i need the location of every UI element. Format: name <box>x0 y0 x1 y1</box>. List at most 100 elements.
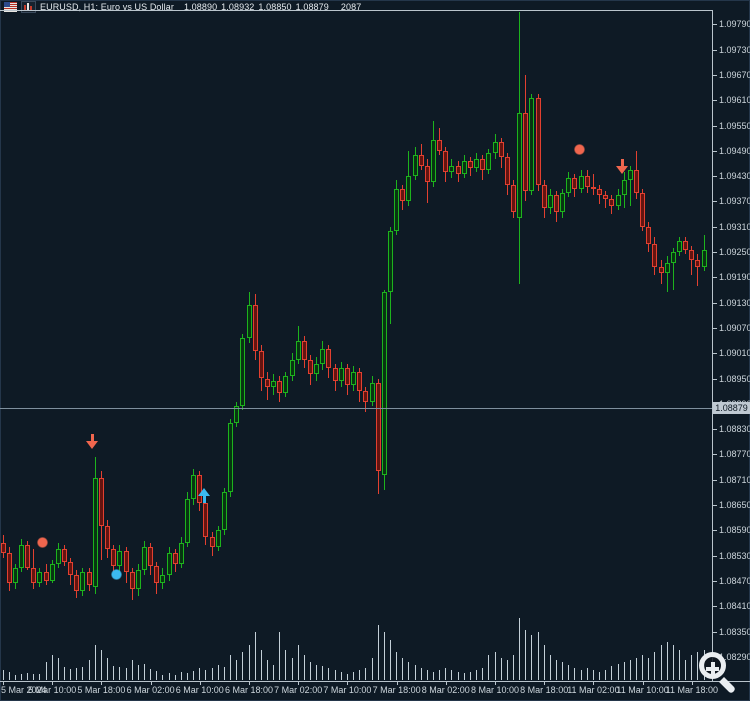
volume-bar <box>469 672 471 680</box>
time-tick <box>642 682 644 685</box>
candle-body <box>535 98 541 185</box>
candle-body <box>584 176 590 187</box>
price-tick-label: 1.08590 <box>719 525 750 535</box>
volume-bar <box>39 674 41 680</box>
candle-body <box>80 572 86 592</box>
candle-wick <box>605 190 607 208</box>
volume-bar <box>426 670 428 680</box>
candle-body <box>443 150 449 172</box>
price-tick-label: 1.09610 <box>719 95 750 105</box>
price-tick-label: 1.09070 <box>719 323 750 333</box>
volume-bar <box>27 673 29 680</box>
volume-bar <box>433 672 434 680</box>
candle-body <box>123 551 129 573</box>
time-tick-label: 11 Mar 18:00 <box>665 685 718 695</box>
volume-bar <box>611 666 613 680</box>
time-tick <box>396 682 398 685</box>
volume-bar <box>457 672 459 680</box>
price-tick-label: 1.08710 <box>719 475 750 485</box>
price-tick-label: 1.09670 <box>719 70 750 80</box>
candle-body <box>701 249 707 267</box>
candle-body <box>387 230 393 293</box>
candle-body <box>554 195 559 212</box>
price-tick <box>713 151 717 152</box>
price-tick-label: 1.09310 <box>719 222 750 232</box>
volume-bar <box>248 645 250 680</box>
candle-body <box>240 338 246 406</box>
candle-body <box>74 574 80 592</box>
time-tick <box>52 682 54 685</box>
volume-bar <box>420 668 422 680</box>
volume-bar <box>377 625 379 680</box>
candle-body <box>129 572 135 590</box>
candle-body <box>547 195 553 208</box>
volume-bar <box>666 642 668 680</box>
price-tick-label: 1.09490 <box>719 146 750 156</box>
volume-bar <box>476 670 478 680</box>
volume-bar <box>494 652 496 680</box>
volume-bar <box>685 660 687 680</box>
volume-bar <box>285 650 287 680</box>
candle-body <box>0 542 6 554</box>
candle-body <box>252 304 258 352</box>
volume-bar <box>599 672 601 680</box>
candle-wick <box>592 173 594 196</box>
sell-signal-dot <box>37 536 49 548</box>
price-tick <box>713 480 717 481</box>
candle-body <box>178 542 184 565</box>
candle-body <box>633 169 639 193</box>
price-tick-label: 1.09190 <box>719 272 750 282</box>
price-tick-label: 1.08350 <box>719 627 750 637</box>
time-tick <box>691 682 693 685</box>
time-tick-label: 6 Mar 18:00 <box>224 685 274 695</box>
candle-body <box>517 112 523 219</box>
time-tick-label: 8 Mar 10:00 <box>470 685 520 695</box>
candle-body <box>351 372 357 385</box>
volume-bar <box>537 632 539 680</box>
volume-bar <box>353 672 355 680</box>
price-tick-label: 1.09010 <box>719 348 750 358</box>
volume-bar <box>273 665 275 680</box>
candle-body <box>597 188 603 196</box>
chart-plot-area[interactable] <box>0 0 712 681</box>
volume-bar <box>223 667 225 680</box>
volume-bar <box>679 650 680 680</box>
zoom-in-button[interactable] <box>697 650 747 700</box>
time-tick <box>347 682 349 685</box>
volume-bar <box>76 668 78 680</box>
candle-body <box>424 165 430 183</box>
candle-body <box>455 165 461 174</box>
candle-body <box>277 380 283 394</box>
price-tick <box>713 379 717 380</box>
price-tick <box>713 201 717 202</box>
candle-body <box>640 192 646 227</box>
candle-body <box>135 570 141 590</box>
volume-bar <box>45 662 47 680</box>
price-tick-label: 1.09790 <box>719 19 750 29</box>
volume-bar <box>14 675 16 680</box>
volume-bar <box>697 652 699 680</box>
candle-body <box>603 195 609 200</box>
candle-body <box>234 405 240 423</box>
time-tick-label: 8 Mar 18:00 <box>520 685 569 695</box>
time-tick <box>593 682 595 685</box>
candle-body <box>381 292 387 476</box>
time-tick <box>445 682 447 685</box>
candle-body <box>86 572 92 586</box>
price-tick-label: 1.08530 <box>719 551 750 561</box>
volume-bar <box>310 662 311 680</box>
ohlc-low: 1.08850 <box>258 1 292 12</box>
volume-bar <box>316 665 318 680</box>
volume-bar <box>531 635 533 680</box>
volume-bar <box>180 672 182 680</box>
price-tick-label: 1.09430 <box>719 171 750 181</box>
candle-body <box>437 140 443 151</box>
volume-bar <box>242 652 244 680</box>
volume-bar <box>2 670 4 680</box>
volume-bar <box>562 662 564 680</box>
candle-body <box>105 526 111 550</box>
volume-bar <box>291 658 293 680</box>
volume-bar <box>525 630 527 680</box>
price-tick <box>713 328 717 329</box>
candle-body <box>369 382 375 402</box>
